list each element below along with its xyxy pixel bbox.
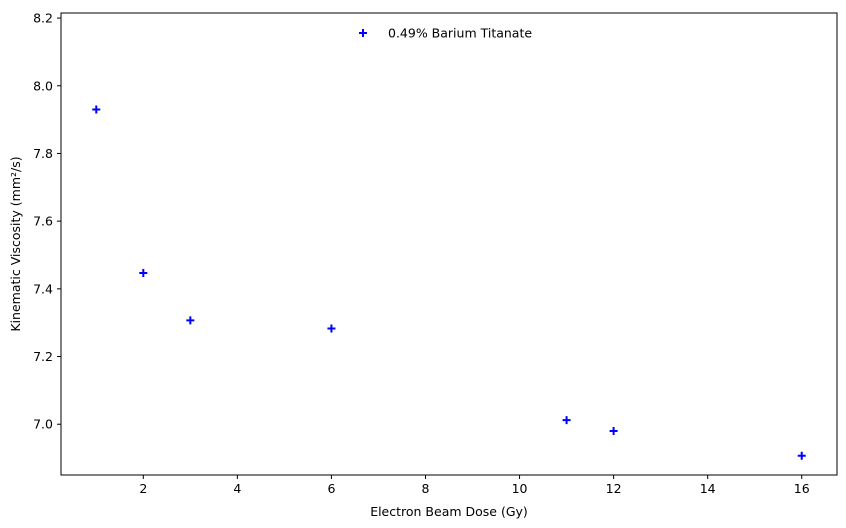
legend-marker-plus-icon: [359, 29, 367, 37]
y-axis-label: Kinematic Viscosity (mm²/s): [8, 156, 23, 331]
y-tick-label: 7.2: [33, 349, 53, 364]
legend: 0.49% Barium Titanate: [359, 26, 532, 41]
y-tick-label: 7.0: [33, 417, 53, 432]
x-tick-label: 14: [700, 481, 716, 496]
data-points: [92, 105, 806, 460]
x-axis-ticks: 2 4 6 8 10 12 14 16: [139, 475, 810, 496]
legend-label: 0.49% Barium Titanate: [388, 26, 532, 41]
x-tick-label: 6: [327, 481, 335, 496]
x-tick-label: 4: [233, 481, 241, 496]
data-point: [92, 105, 101, 114]
y-tick-label: 8.2: [33, 11, 53, 26]
x-tick-label: 16: [794, 481, 810, 496]
y-tick-label: 7.6: [33, 214, 53, 229]
data-point: [609, 427, 618, 435]
data-point: [186, 316, 195, 325]
x-tick-label: 2: [139, 481, 147, 496]
plot-area-frame: [60, 12, 838, 476]
x-tick-label: 12: [606, 481, 622, 496]
y-axis-ticks: 7.0 7.2 7.4 7.6 7.8 8.0 8.2: [33, 11, 61, 432]
x-tick-label: 10: [512, 481, 528, 496]
data-point: [562, 416, 571, 425]
y-tick-label: 7.8: [33, 146, 53, 161]
data-point: [797, 451, 806, 460]
data-point: [139, 268, 148, 277]
data-point: [327, 324, 336, 333]
x-tick-label: 8: [422, 481, 430, 496]
y-tick-label: 8.0: [33, 78, 53, 93]
y-tick-label: 7.4: [33, 281, 53, 296]
x-axis-label: Electron Beam Dose (Gy): [370, 504, 528, 519]
